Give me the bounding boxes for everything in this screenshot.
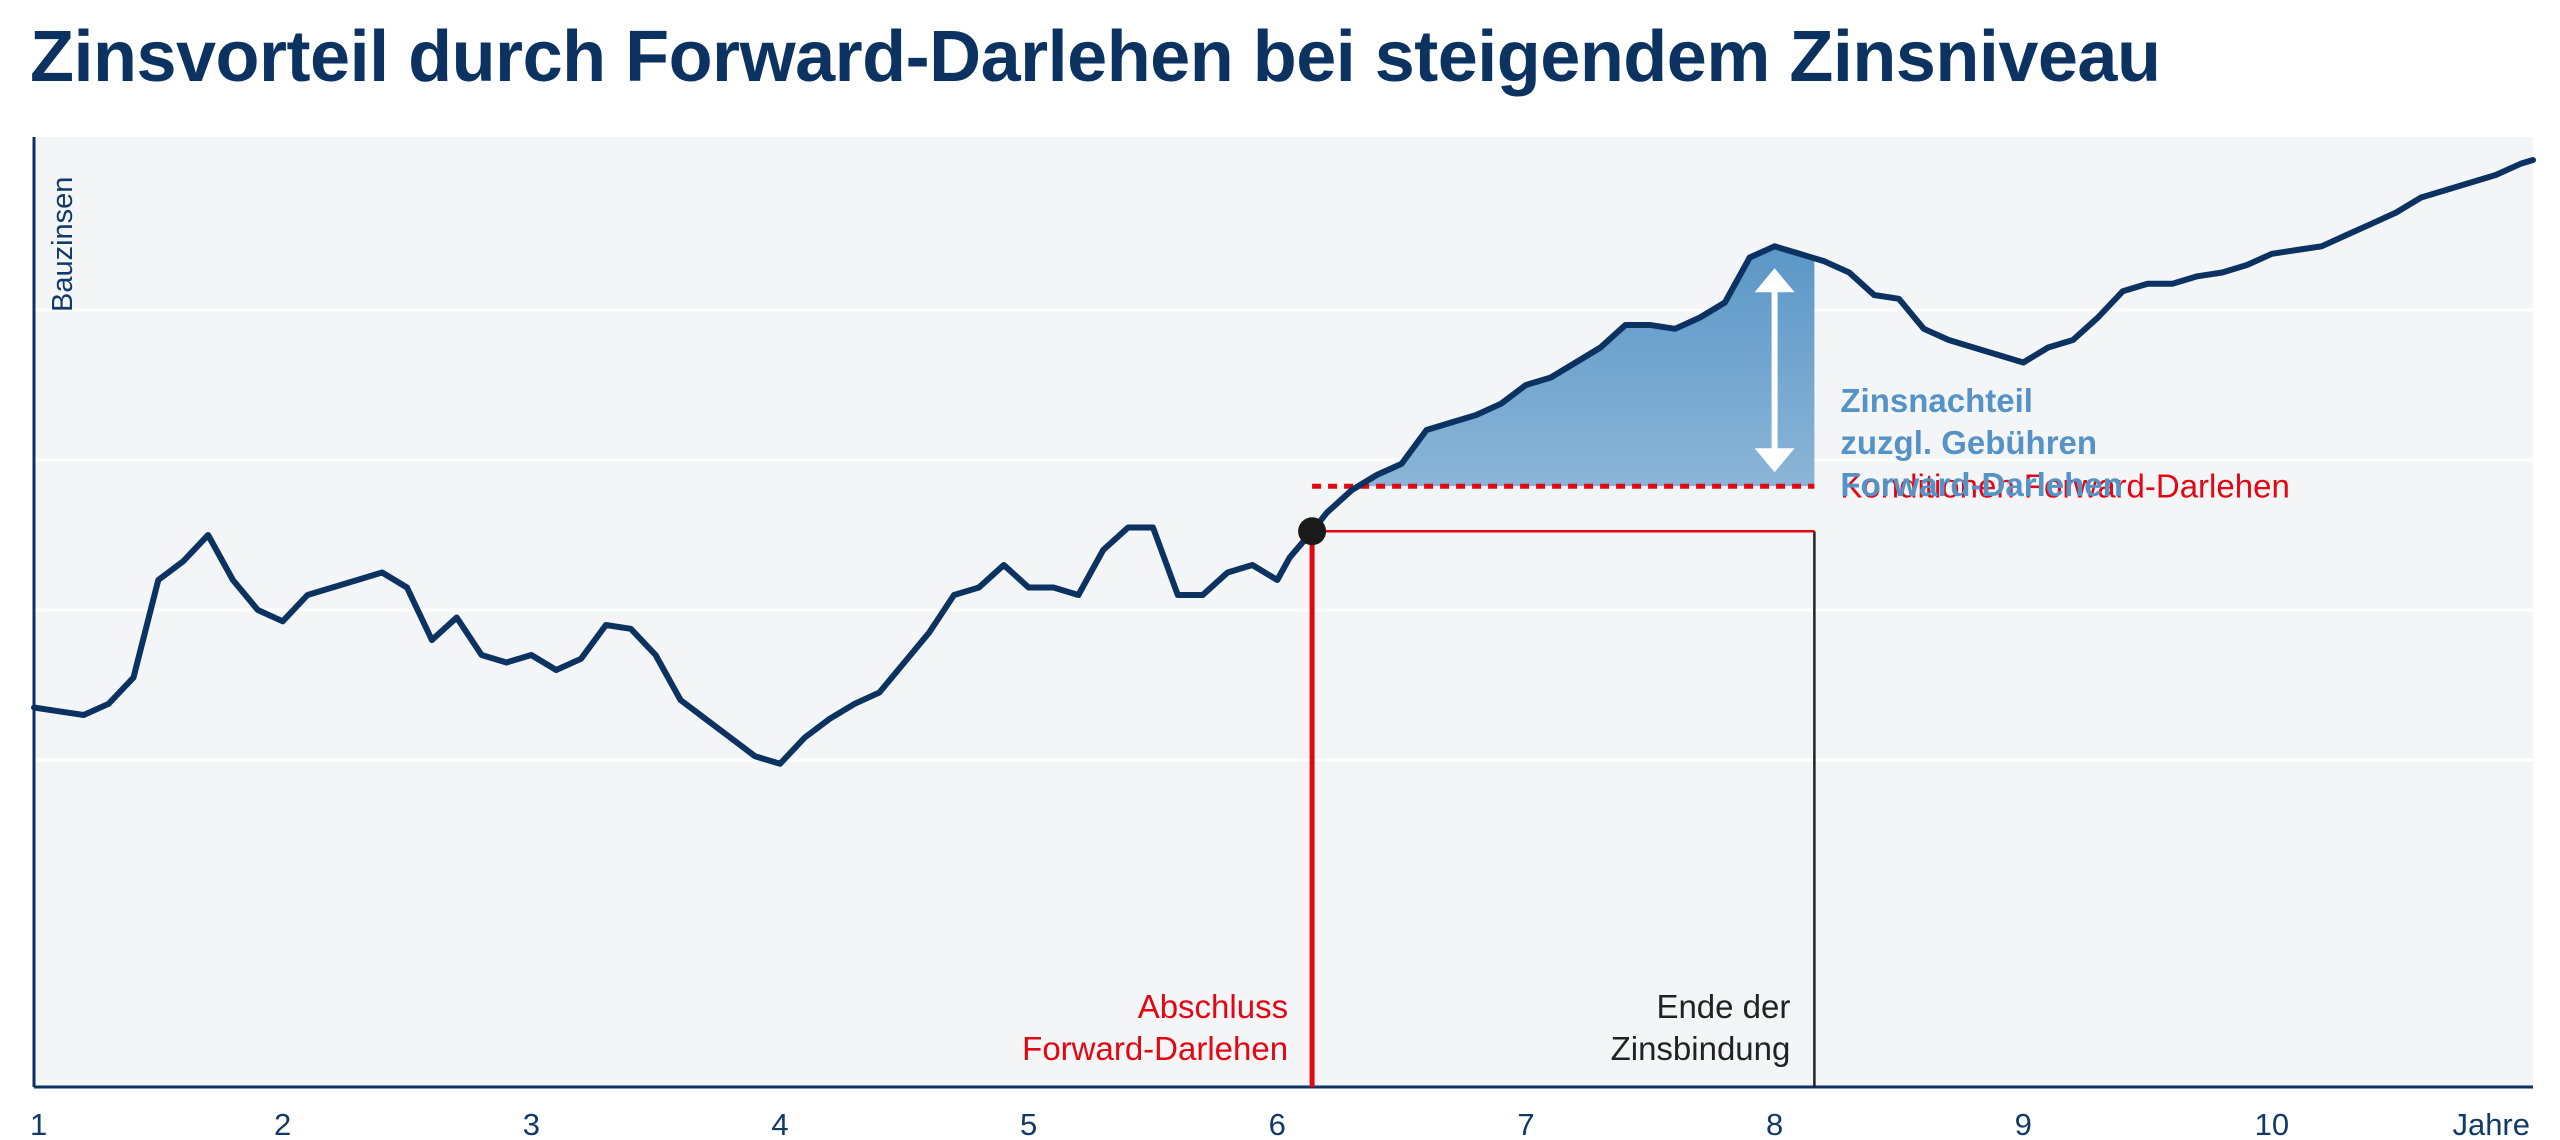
disadvantage-label-line3: Forward-Darlehen (1840, 466, 2122, 503)
x-tick-label: 1 (30, 1107, 47, 1140)
x-axis-unit-label: Jahre (2452, 1107, 2530, 1140)
disadvantage-label-line2: zuzgl. Gebühren (1840, 424, 2097, 461)
x-tick-label: 9 (2015, 1107, 2032, 1140)
fixed-rate-end-label-line1: Ende der (1656, 988, 1790, 1025)
disadvantage-arrow-icon (1754, 268, 1795, 473)
x-tick-label: 10 (2255, 1107, 2289, 1140)
forward-conclusion-label-line2: Forward-Darlehen (1022, 1030, 1288, 1067)
gridlines (34, 308, 2533, 762)
forward-conditions-label: Konditionen Forward-Darlehen (1840, 467, 2289, 504)
x-tick-label: 4 (771, 1107, 788, 1140)
x-tick-label: 5 (1020, 1107, 1037, 1140)
x-tick-label: 6 (1269, 1107, 1286, 1140)
fixed-rate-end-label-line2: Zinsbindung (1611, 1030, 1791, 1067)
x-tick-label: 2 (274, 1107, 291, 1140)
forward-conclusion-marker (1298, 517, 1327, 546)
page-title: Zinsvorteil durch Forward-Darlehen bei s… (30, 17, 2161, 97)
x-tick-label: 8 (1766, 1107, 1783, 1140)
disadvantage-label-line1: Zinsnachteil (1840, 382, 2033, 419)
y-axis-label: Bauzinsen (47, 177, 79, 312)
x-tick-label: 3 (523, 1107, 540, 1140)
plot-background (34, 137, 2533, 1087)
forward-conclusion-label-line1: Abschluss (1138, 988, 1288, 1025)
x-tick-label: 7 (1517, 1107, 1534, 1140)
series-line-bauzinsen (31, 157, 2536, 767)
x-tick-labels: 1 2 3 4 5 6 7 8 9 10 (30, 1107, 2289, 1140)
rate-disadvantage-area (1312, 246, 1815, 487)
